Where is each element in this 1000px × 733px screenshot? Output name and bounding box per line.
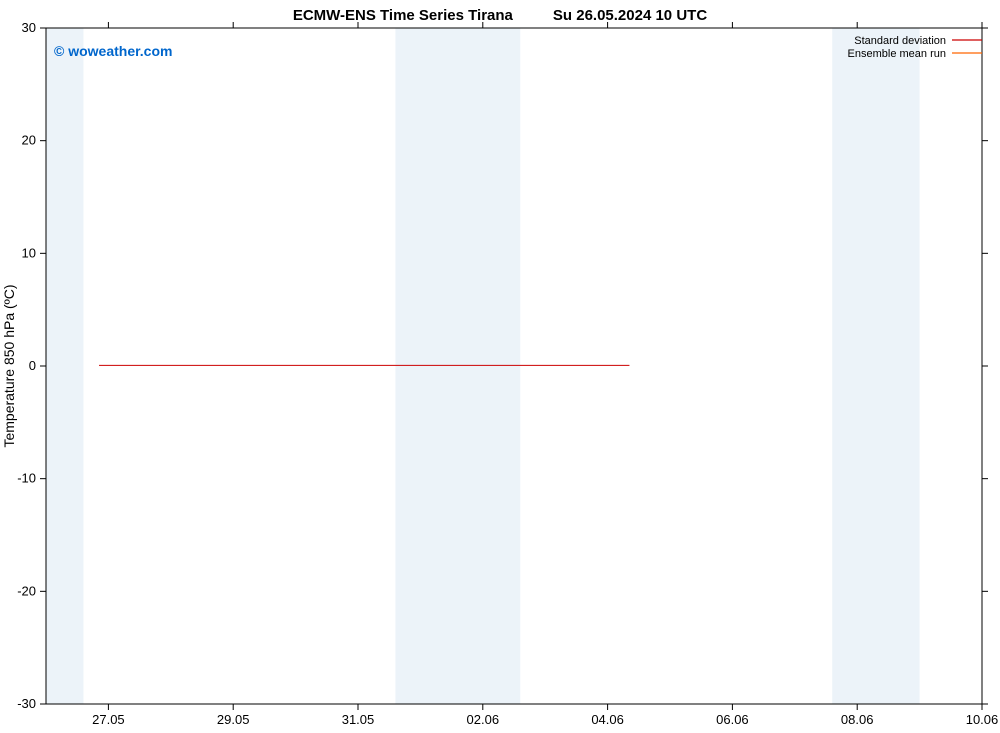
y-tick-label: 30 [22,20,36,35]
y-tick-label: 10 [22,245,36,260]
y-axis-label: Temperature 850 hPa (ºC) [1,284,17,447]
x-tick-label: 27.05 [92,712,125,727]
weekend-band [395,28,520,704]
x-tick-label: 10.06 [966,712,999,727]
x-tick-label: 29.05 [217,712,250,727]
y-tick-label: -20 [17,583,36,598]
chart-svg: -30 -20 -10 0 10 20 30 27.05 29.05 31.05 02.06 04.0… [0,0,1000,733]
x-tick-label: 08.06 [841,712,874,727]
weekend-band [832,28,919,704]
x-tick-label: 06.06 [716,712,749,727]
legend-label: Standard deviation [854,35,946,47]
weekend-band [46,28,83,704]
y-tick-label: 20 [22,133,36,148]
y-tick-label: 0 [29,358,36,373]
y-tick-label: -10 [17,471,36,486]
x-tick-label: 31.05 [342,712,375,727]
watermark: © woweather.com [54,43,172,59]
x-tick-label: 04.06 [591,712,624,727]
chart-title: ECMW-ENS Time Series TiranaSu 26.05.2024… [293,7,707,24]
y-tick-label: -30 [17,696,36,711]
x-tick-label: 02.06 [467,712,500,727]
chart-container: -30 -20 -10 0 10 20 30 27.05 29.05 31.05 02.06 04.0… [0,0,1000,733]
legend-label: Ensemble mean run [848,48,946,60]
